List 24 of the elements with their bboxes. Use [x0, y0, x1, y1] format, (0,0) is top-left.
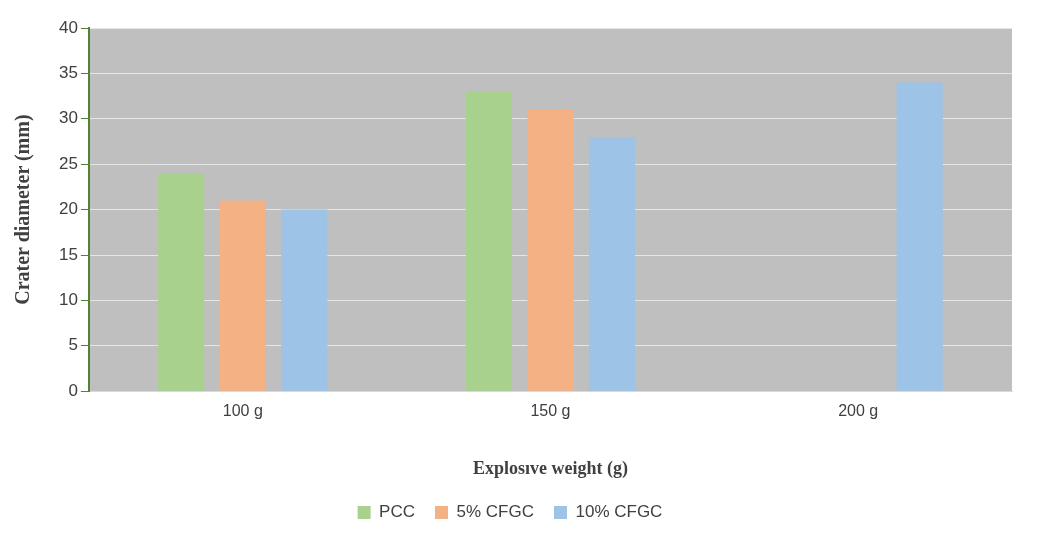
y-tick-label: 20: [58, 199, 78, 219]
legend-label: 5% CFGC: [456, 502, 534, 522]
y-tick-label: 35: [58, 63, 78, 83]
y-tick-label: 15: [58, 244, 78, 264]
y-tick-label: 0: [68, 380, 78, 400]
bar: [896, 82, 943, 391]
y-tick-label: 25: [58, 153, 78, 173]
x-axis-title: Explosıve weight (g): [472, 457, 628, 479]
y-tick-label: 30: [58, 108, 78, 128]
bar: [527, 109, 574, 391]
bar: [588, 136, 636, 391]
x-tick-label: 150 g: [530, 402, 571, 420]
y-tick-label: 10: [58, 290, 78, 310]
x-tick-label: 200 g: [838, 402, 879, 420]
y-tick-label: 5: [68, 335, 78, 355]
bar: [465, 91, 512, 391]
bar: [281, 209, 328, 391]
y-tick-label: 40: [58, 17, 78, 37]
x-tick-label: 100 g: [222, 402, 263, 420]
y-axis-title: Crater diameter (mm): [11, 114, 35, 305]
bar: [219, 200, 266, 391]
legend-label: 10% CFGC: [575, 502, 663, 522]
bar: [158, 173, 205, 391]
legend-label: PCC: [379, 502, 416, 522]
